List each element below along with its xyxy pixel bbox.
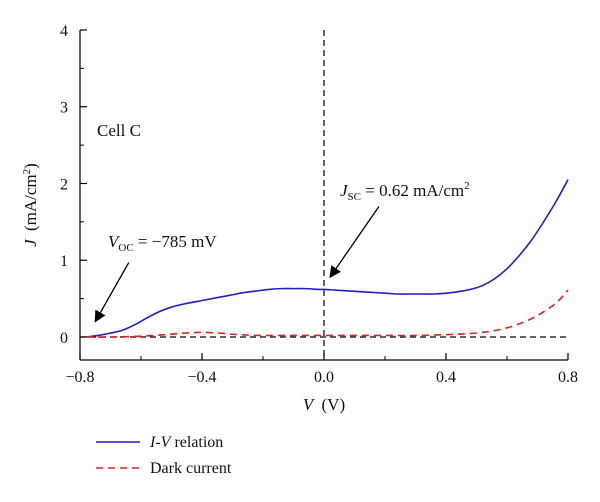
cell-label: Cell C bbox=[97, 121, 141, 140]
voc-sub: OC bbox=[118, 242, 133, 254]
x-tick-label: −0.8 bbox=[65, 369, 94, 386]
jsc-sub: SC bbox=[348, 191, 361, 203]
x-axis-label-var: V bbox=[303, 395, 316, 414]
y-axis-label-unit-close: ) bbox=[21, 163, 40, 169]
x-tick-label: 0.8 bbox=[558, 369, 578, 386]
reference-lines bbox=[80, 30, 568, 360]
series-line-dark-current bbox=[86, 289, 569, 338]
y-axis-label-var: J bbox=[21, 238, 40, 247]
legend-label-iv-var: I-V bbox=[149, 434, 173, 451]
jsc-var: J bbox=[340, 181, 349, 200]
x-tick-label: 0.0 bbox=[314, 369, 334, 386]
legend-label-iv: I-V relation bbox=[149, 434, 223, 451]
x-tick-label: −0.4 bbox=[187, 369, 216, 386]
jsc-arrow bbox=[329, 206, 380, 279]
jsc-text: = 0.62 mA/cm bbox=[361, 181, 464, 200]
x-axis-label: V (V) bbox=[303, 395, 345, 414]
x-axis-label-unit: (V) bbox=[322, 395, 346, 414]
series-layer bbox=[85, 179, 569, 338]
voc-annotation: VOC = −785 mV bbox=[108, 232, 217, 254]
y-tick-label: 2 bbox=[60, 176, 68, 193]
legend: I-V relation Dark current bbox=[96, 434, 232, 477]
series-line-iv-relation bbox=[85, 179, 569, 338]
jsc-text-sup: 2 bbox=[464, 180, 470, 192]
voc-text: = −785 mV bbox=[134, 232, 218, 251]
y-tick-label: 1 bbox=[60, 253, 68, 270]
voc-var: V bbox=[108, 232, 121, 251]
voc-arrow bbox=[94, 262, 130, 323]
y-axis-label-unit-sup: 2 bbox=[21, 169, 33, 175]
y-axis-label-unit: (mA/cm bbox=[21, 174, 40, 231]
jsc-annotation: JSC = 0.62 mA/cm2 bbox=[340, 180, 470, 203]
x-tick-label: 0.4 bbox=[436, 369, 456, 386]
y-tick-label: 4 bbox=[60, 23, 68, 40]
tick-labels: −0.8 −0.4 0.0 0.4 0.8 0 1 2 3 4 bbox=[60, 23, 578, 386]
y-axis-label: J (mA/cm2) bbox=[21, 163, 40, 247]
legend-label-iv-rest: relation bbox=[170, 434, 223, 451]
legend-label-dark: Dark current bbox=[150, 460, 232, 477]
y-tick-label: 3 bbox=[60, 100, 68, 117]
y-tick-label: 0 bbox=[60, 330, 68, 347]
